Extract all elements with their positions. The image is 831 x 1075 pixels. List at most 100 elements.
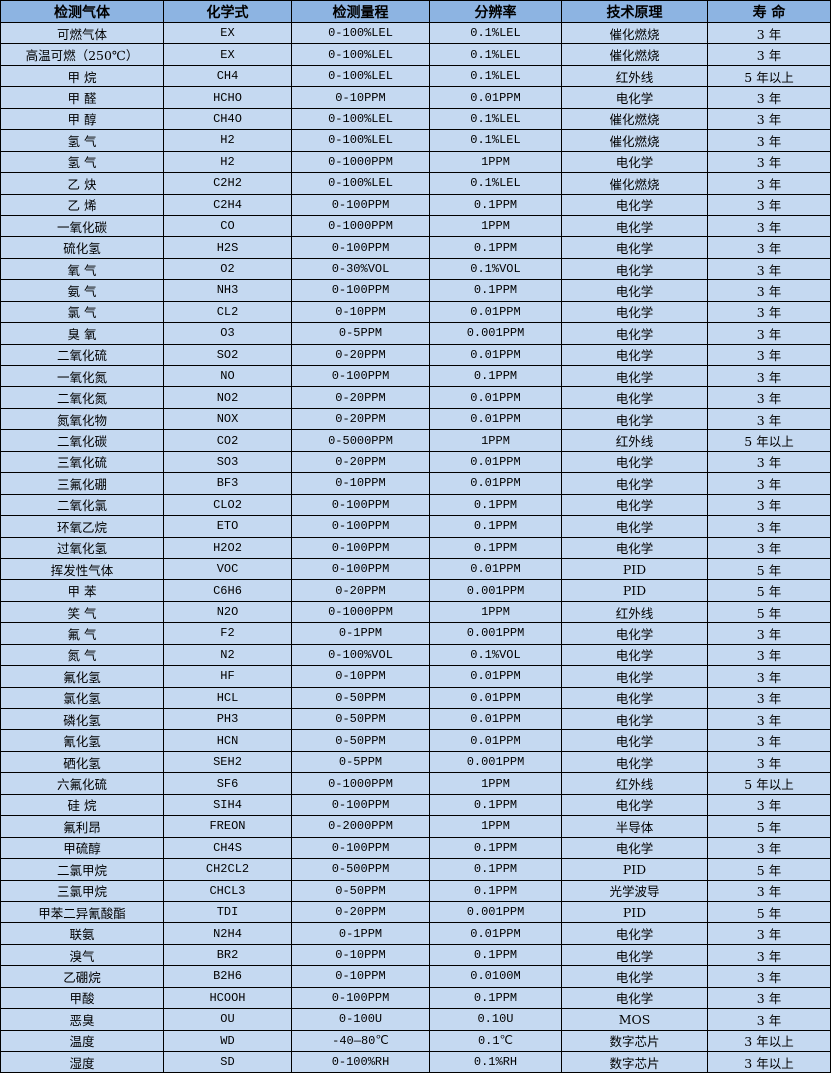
lifespan-cell: 3 年	[707, 793, 831, 817]
formula-cell: CH2CL2	[163, 858, 292, 881]
table-row: 甲 醛 HCHO 0-10PPM 0.01PPM 电化学 3 年	[0, 86, 831, 109]
table-row: 二氧化硫 SO2 0-20PPM 0.01PPM 电化学 3 年	[0, 343, 831, 367]
lifespan-cell: 3 年	[707, 214, 831, 238]
table-row: 硅 烷 SIH4 0-100PPM 0.1PPM 电化学 3 年	[0, 793, 831, 817]
table-row: 氢 气 H2 0-100%LEL 0.1%LEL 催化燃烧 3 年	[0, 129, 831, 152]
table-row: 氟利昂 FREON 0-2000PPM 1PPM 半导体 5 年	[0, 815, 831, 838]
range-cell: 0-20PPM	[291, 407, 430, 431]
lifespan-cell: 3 年	[707, 107, 831, 131]
header-resolution: 分辨率	[429, 0, 562, 23]
range-cell: 0-100%LEL	[291, 172, 430, 195]
gas-cell: 恶臭	[0, 1008, 164, 1031]
resolution-cell: 0.1PPM	[429, 515, 562, 538]
gas-cell: 磷化氢	[0, 707, 164, 731]
formula-cell: CH4S	[163, 836, 292, 860]
principle-cell: 催化燃烧	[561, 107, 708, 131]
table-row: 磷化氢 PH3 0-50PPM 0.01PPM 电化学 3 年	[0, 707, 831, 731]
lifespan-cell: 3 年	[707, 686, 831, 710]
resolution-cell: 0.1PPM	[429, 943, 562, 967]
principle-cell: 电化学	[561, 150, 708, 174]
resolution-cell: 0.001PPM	[429, 322, 562, 345]
table-row: 高温可燃（250℃） EX 0-100%LEL 0.1%LEL 催化燃烧 3 年	[0, 43, 831, 66]
table-row: 二氯甲烷 CH2CL2 0-500PPM 0.1PPM PID 5 年	[0, 858, 831, 881]
principle-cell: 电化学	[561, 943, 708, 967]
gas-cell: 甲 苯	[0, 579, 164, 602]
lifespan-cell: 3 年	[707, 943, 831, 967]
resolution-cell: 0.1PPM	[429, 793, 562, 817]
table-row: 氨 气 NH3 0-100PPM 0.1PPM 电化学 3 年	[0, 279, 831, 302]
principle-cell: 电化学	[561, 729, 708, 752]
principle-cell: 红外线	[561, 429, 708, 452]
range-cell: 0-50PPM	[291, 707, 430, 731]
formula-cell: OU	[163, 1008, 292, 1031]
resolution-cell: 0.0100M	[429, 965, 562, 988]
range-cell: 0-100PPM	[291, 193, 430, 216]
formula-cell: SO2	[163, 343, 292, 367]
gas-cell: 甲 醇	[0, 107, 164, 131]
lifespan-cell: 5 年	[707, 557, 831, 581]
resolution-cell: 0.01PPM	[429, 472, 562, 495]
range-cell: 0-30%VOL	[291, 257, 430, 281]
table-row: 氟化氢 HF 0-10PPM 0.01PPM 电化学 3 年	[0, 665, 831, 688]
table-body: 可燃气体 EX 0-100%LEL 0.1%LEL 催化燃烧 3 年高温可燃（250℃） E…	[0, 21, 831, 1074]
gas-cell: 氢 气	[0, 129, 164, 152]
range-cell: 0-1PPM	[291, 922, 430, 945]
formula-cell: O3	[163, 322, 292, 345]
gas-cell: 三氯甲烷	[0, 879, 164, 902]
formula-cell: NOX	[163, 407, 292, 431]
formula-cell: C2H2	[163, 172, 292, 195]
principle-cell: 电化学	[561, 643, 708, 667]
lifespan-cell: 3 年	[707, 707, 831, 731]
table-row: 湿度 SD 0-100%RH 0.1%RH 数字芯片 3 年以上	[0, 1050, 831, 1074]
table-row: 氧 气 O2 0-30%VOL 0.1%VOL 电化学 3 年	[0, 257, 831, 281]
gas-cell: 氮氧化物	[0, 407, 164, 431]
resolution-cell: 0.10U	[429, 1008, 562, 1031]
table-row: 二氧化碳 CO2 0-5000PPM 1PPM 红外线 5 年以上	[0, 429, 831, 452]
principle-cell: 电化学	[561, 686, 708, 710]
principle-cell: 电化学	[561, 750, 708, 774]
range-cell: 0-5PPM	[291, 322, 430, 345]
principle-cell: MOS	[561, 1008, 708, 1031]
gas-cell: 甲酸	[0, 986, 164, 1010]
range-cell: 0-1000PPM	[291, 600, 430, 624]
lifespan-cell: 3 年	[707, 493, 831, 517]
lifespan-cell: 3 年	[707, 1008, 831, 1031]
gas-cell: 氟利昂	[0, 815, 164, 838]
formula-cell: F2	[163, 622, 292, 645]
formula-cell: CH4O	[163, 107, 292, 131]
principle-cell: 催化燃烧	[561, 129, 708, 152]
lifespan-cell: 3 年	[707, 129, 831, 152]
formula-cell: HCOOH	[163, 986, 292, 1010]
principle-cell: 光学波导	[561, 879, 708, 902]
resolution-cell: 0.01PPM	[429, 557, 562, 581]
gas-cell: 一氧化碳	[0, 214, 164, 238]
resolution-cell: 0.01PPM	[429, 386, 562, 409]
range-cell: 0-100PPM	[291, 836, 430, 860]
range-cell: 0-100%LEL	[291, 107, 430, 131]
gas-cell: 二氧化氮	[0, 386, 164, 409]
lifespan-cell: 3 年	[707, 407, 831, 431]
principle-cell: 电化学	[561, 257, 708, 281]
principle-cell: 电化学	[561, 622, 708, 645]
lifespan-cell: 3 年	[707, 986, 831, 1010]
range-cell: 0-10PPM	[291, 472, 430, 495]
principle-cell: 电化学	[561, 322, 708, 345]
table-row: 恶臭 OU 0-100U 0.10U MOS 3 年	[0, 1008, 831, 1031]
resolution-cell: 0.1PPM	[429, 986, 562, 1010]
lifespan-cell: 3 年	[707, 257, 831, 281]
lifespan-cell: 5 年	[707, 858, 831, 881]
resolution-cell: 0.01PPM	[429, 729, 562, 752]
lifespan-cell: 5 年	[707, 579, 831, 602]
principle-cell: 电化学	[561, 300, 708, 324]
formula-cell: CLO2	[163, 493, 292, 517]
range-cell: 0-10PPM	[291, 300, 430, 324]
table-row: 环氧乙烷 ETO 0-100PPM 0.1PPM 电化学 3 年	[0, 515, 831, 538]
principle-cell: 电化学	[561, 343, 708, 367]
gas-cell: 甲苯二异氰酸酯	[0, 900, 164, 924]
principle-cell: 电化学	[561, 922, 708, 945]
resolution-cell: 0.1PPM	[429, 236, 562, 259]
gas-cell: 氟化氢	[0, 665, 164, 688]
range-cell: 0-100%LEL	[291, 43, 430, 66]
resolution-cell: 0.1%LEL	[429, 64, 562, 88]
